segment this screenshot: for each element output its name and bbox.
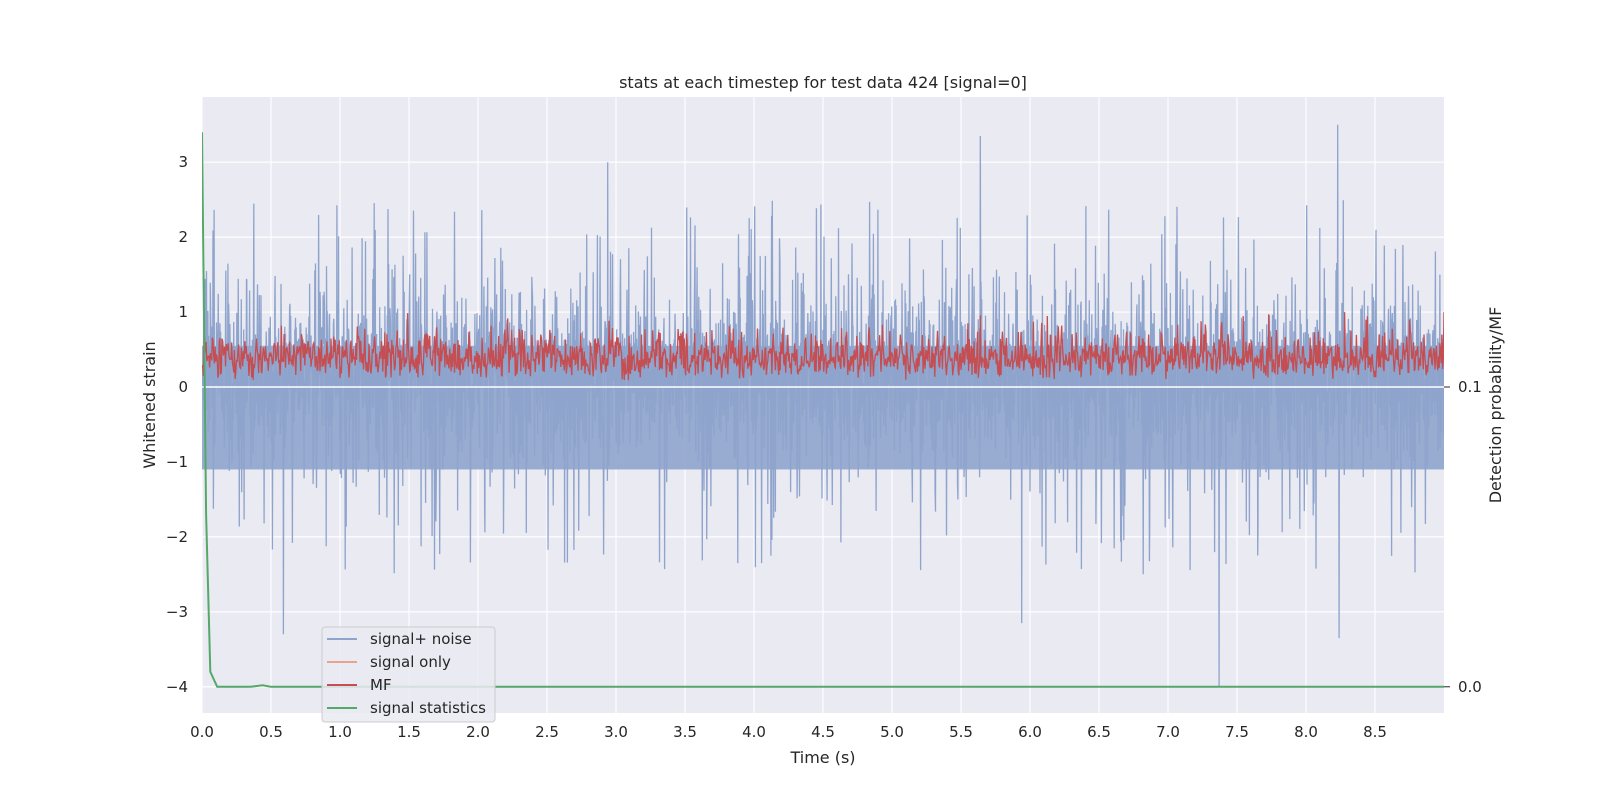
x-tick-label: 8.5: [1363, 723, 1387, 741]
y-tick-label: 0: [178, 378, 188, 396]
y-tick-label: −3: [166, 603, 188, 621]
x-tick-label: 1.0: [328, 723, 352, 741]
series-mf: [202, 312, 1444, 381]
y-tick-label: 3: [178, 153, 188, 171]
x-tick-label: 3.5: [673, 723, 697, 741]
series-signal-statistics: [202, 132, 1444, 688]
x-tick-label: 2.0: [466, 723, 490, 741]
x-tick-label: 2.5: [535, 723, 559, 741]
legend-label-mf: MF: [370, 676, 392, 694]
y2-axis-label: Detection probability/MF: [1486, 307, 1505, 504]
x-tick-label: 1.5: [397, 723, 421, 741]
x-tick-label: 6.5: [1087, 723, 1111, 741]
y2-tick-label: 0.1: [1458, 378, 1482, 396]
legend: signal+ noise signal only MF signal stat…: [321, 626, 496, 723]
mf-line: [202, 312, 1444, 381]
x-tick-label: 7.5: [1225, 723, 1249, 741]
signal-noise-line: [202, 124, 1444, 687]
x-tick-label: 0.5: [259, 723, 283, 741]
x-tick-label: 0.0: [190, 723, 214, 741]
x-tick-label: 5.0: [880, 723, 904, 741]
y-axis-ticks: −4 −3 −2 −1 0 1 2 3: [166, 153, 188, 696]
y-tick-label: 2: [178, 228, 188, 246]
chart-title: stats at each timestep for test data 424…: [619, 73, 1027, 92]
x-tick-label: 4.0: [742, 723, 766, 741]
legend-box: [321, 626, 496, 723]
y2-tick-label: 0.0: [1458, 678, 1482, 696]
x-tick-label: 6.0: [1018, 723, 1042, 741]
x-tick-label: 8.0: [1294, 723, 1318, 741]
x-tick-label: 3.0: [604, 723, 628, 741]
x-axis-ticks: 0.0 0.5 1.0 1.5 2.0 2.5 3.0 3.5 4.0 4.5 5.0 5.5 6.0 6…: [190, 723, 1387, 741]
y-tick-label: −2: [166, 528, 188, 546]
x-tick-label: 4.5: [811, 723, 835, 741]
y-tick-label: −1: [166, 453, 188, 471]
y-tick-label: 1: [178, 303, 188, 321]
signal-statistics-line: [202, 132, 1444, 688]
legend-label-signal-noise: signal+ noise: [370, 630, 472, 648]
x-axis-label: Time (s): [789, 748, 855, 767]
legend-label-signal-statistics: signal statistics: [370, 699, 486, 717]
y-tick-label: −4: [166, 678, 188, 696]
y-axis-label: Whitened strain: [140, 341, 159, 468]
x-tick-label: 7.0: [1156, 723, 1180, 741]
y2-axis-ticks: 0.0 0.1: [1444, 378, 1482, 696]
legend-label-signal-only: signal only: [370, 653, 451, 671]
x-tick-label: 5.5: [949, 723, 973, 741]
